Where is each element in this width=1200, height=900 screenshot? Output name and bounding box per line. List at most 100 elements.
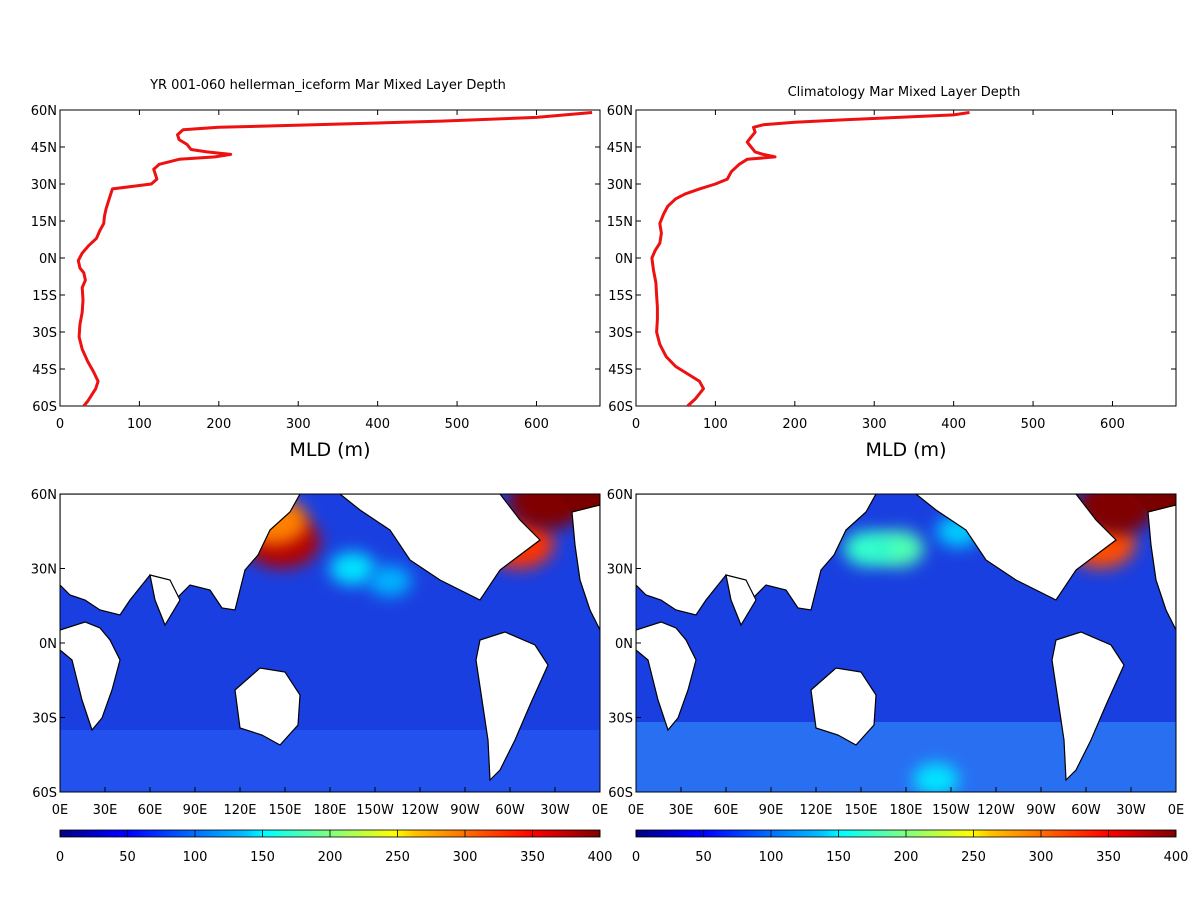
map-y-tick-label: 0N — [39, 637, 57, 652]
map-x-tick-label: 0E — [628, 803, 645, 818]
map-x-tick-label: 150W — [932, 803, 970, 818]
land-australia-left — [234, 667, 301, 746]
map-x-tick-label: 0E — [52, 803, 69, 818]
map-panel-left: 0E 30E 60E 90E 120E 150E 180E 150W 120W 90W 60W 30W… — [31, 488, 613, 865]
map-y-tick-label: 30S — [32, 712, 57, 727]
map-x-ticks-left: 0E 30E 60E 90E 120E 150E 180E 150W 120W 90W 60W 30W… — [52, 787, 608, 818]
x-ticks-right: 0 100 200 300 400 500 600 — [632, 110, 1125, 432]
y-tick-label: 45N — [31, 141, 57, 156]
colorbar-tick-label: 350 — [1096, 850, 1121, 865]
land-europe-edge-right — [1147, 504, 1176, 631]
map-y-tick-label: 30S — [608, 712, 633, 727]
land-africa-right — [636, 621, 697, 732]
line-panel-right: Climatology Mar Mixed Layer Depth 0 100 20… — [607, 85, 1177, 461]
land-south-america-right — [1051, 631, 1125, 782]
map-y-tick-label: 60S — [608, 786, 633, 801]
y-tick-label: 0N — [39, 252, 57, 267]
colorbar-tick-label: 300 — [453, 850, 478, 865]
map-x-tick-label: 120W — [401, 803, 439, 818]
map-y-ticks-left: 60N 30N 0N 30S 60S — [31, 488, 65, 801]
x-tick-label: 0 — [56, 417, 64, 432]
map-y-tick-label: 60S — [32, 786, 57, 801]
x-tick-label: 200 — [782, 417, 807, 432]
landmasses-left — [60, 494, 600, 782]
map-x-tick-label: 0E — [1168, 803, 1185, 818]
colorbar-ticks-left: 0 50 100 150 200 250 300 350 400 — [56, 830, 613, 865]
y-ticks-right: 60N 45N 30N 15N 0N 15S 30S 45S 60S — [607, 104, 1176, 415]
map-x-tick-label: 30W — [540, 803, 570, 818]
map-y-tick-label: 60N — [31, 488, 57, 503]
map-x-tick-label: 60W — [495, 803, 525, 818]
colorbar-tick-label: 400 — [1164, 850, 1189, 865]
map-x-tick-label: 60W — [1071, 803, 1101, 818]
map-x-tick-label: 150E — [844, 803, 877, 818]
y-tick-label: 45N — [607, 141, 633, 156]
land-australia-right — [810, 667, 877, 746]
land-north-america-left — [339, 494, 541, 601]
map-x-tick-label: 90E — [183, 803, 208, 818]
y-tick-label: 60N — [31, 104, 57, 119]
plot-frame-right — [635, 109, 1177, 407]
southern-ocean-band-left — [60, 730, 600, 792]
colorbar-tick-label: 0 — [632, 850, 640, 865]
x-tick-label: 400 — [941, 417, 966, 432]
map-x-tick-label: 90W — [1026, 803, 1056, 818]
y-tick-label: 30S — [608, 326, 633, 341]
colorbar-ticks-right: 0 50 100 150 200 250 300 350 400 — [632, 830, 1189, 865]
mld-profile-line-right — [650, 111, 970, 408]
colorbar-tick-label: 300 — [1029, 850, 1054, 865]
land-europe-edge-left — [571, 504, 600, 631]
map-panel-right: 0E 30E 60E 90E 120E 150E 180E 150W 120W 90W 60W 30W… — [607, 488, 1189, 865]
x-tick-label: 600 — [1100, 417, 1125, 432]
panel-title-left: YR 001-060 hellerman_iceform Mar Mixed L… — [149, 78, 506, 93]
southern-ocean-band-right — [636, 722, 1176, 792]
mld-hotspot — [329, 552, 376, 585]
map-x-tick-label: 30E — [93, 803, 118, 818]
map-x-tick-label: 180E — [313, 803, 346, 818]
land-india-right — [725, 574, 757, 627]
x-axis-label-left: MLD (m) — [290, 439, 371, 461]
map-y-tick-label: 30N — [31, 563, 57, 578]
x-tick-label: 300 — [286, 417, 311, 432]
y-tick-label: 15N — [31, 215, 57, 230]
colorbar-tick-label: 0 — [56, 850, 64, 865]
mld-hotspot — [368, 565, 412, 597]
y-tick-label: 60S — [608, 400, 633, 415]
map-y-ticks-right: 60N 30N 0N 30S 60S — [607, 488, 641, 801]
map-x-tick-label: 30W — [1116, 803, 1146, 818]
map-x-tick-label: 60E — [138, 803, 163, 818]
land-south-america-left — [475, 631, 549, 782]
colorbar-tick-label: 150 — [250, 850, 275, 865]
x-tick-label: 300 — [862, 417, 887, 432]
colorbar-tick-label: 350 — [520, 850, 545, 865]
x-tick-label: 200 — [206, 417, 231, 432]
plot-frame-left — [59, 109, 601, 407]
land-north-america-right — [915, 494, 1117, 601]
land-africa-left — [60, 621, 121, 732]
colorbar-tick-label: 400 — [588, 850, 613, 865]
landmasses-right — [636, 494, 1176, 782]
map-x-tick-label: 90E — [759, 803, 784, 818]
colorbar-tick-label: 250 — [385, 850, 410, 865]
map-y-tick-label: 0N — [615, 637, 633, 652]
map-x-tick-label: 180E — [889, 803, 922, 818]
y-tick-label: 45S — [32, 363, 57, 378]
colorbar-tick-label: 200 — [318, 850, 343, 865]
line-panel-left: YR 001-060 hellerman_iceform Mar Mixed L… — [31, 78, 601, 461]
map-x-tick-label: 120E — [799, 803, 832, 818]
colorbar-tick-label: 50 — [119, 850, 136, 865]
map-x-tick-label: 30E — [669, 803, 694, 818]
mld-profile-line-left — [76, 111, 593, 407]
colorbar-tick-label: 150 — [826, 850, 851, 865]
x-tick-label: 500 — [445, 417, 470, 432]
map-x-tick-label: 150W — [356, 803, 394, 818]
map-x-tick-label: 120W — [977, 803, 1015, 818]
map-x-ticks-right: 0E 30E 60E 90E 120E 150E 180E 150W 120W 90W 60W 30W… — [628, 787, 1185, 818]
land-eurasia-right — [636, 494, 877, 616]
colorbar-tick-label: 50 — [695, 850, 712, 865]
land-india-left — [149, 574, 181, 627]
x-tick-label: 100 — [127, 417, 152, 432]
mld-hotspot — [843, 530, 894, 567]
map-x-tick-label: 150E — [268, 803, 301, 818]
y-tick-label: 60N — [607, 104, 633, 119]
